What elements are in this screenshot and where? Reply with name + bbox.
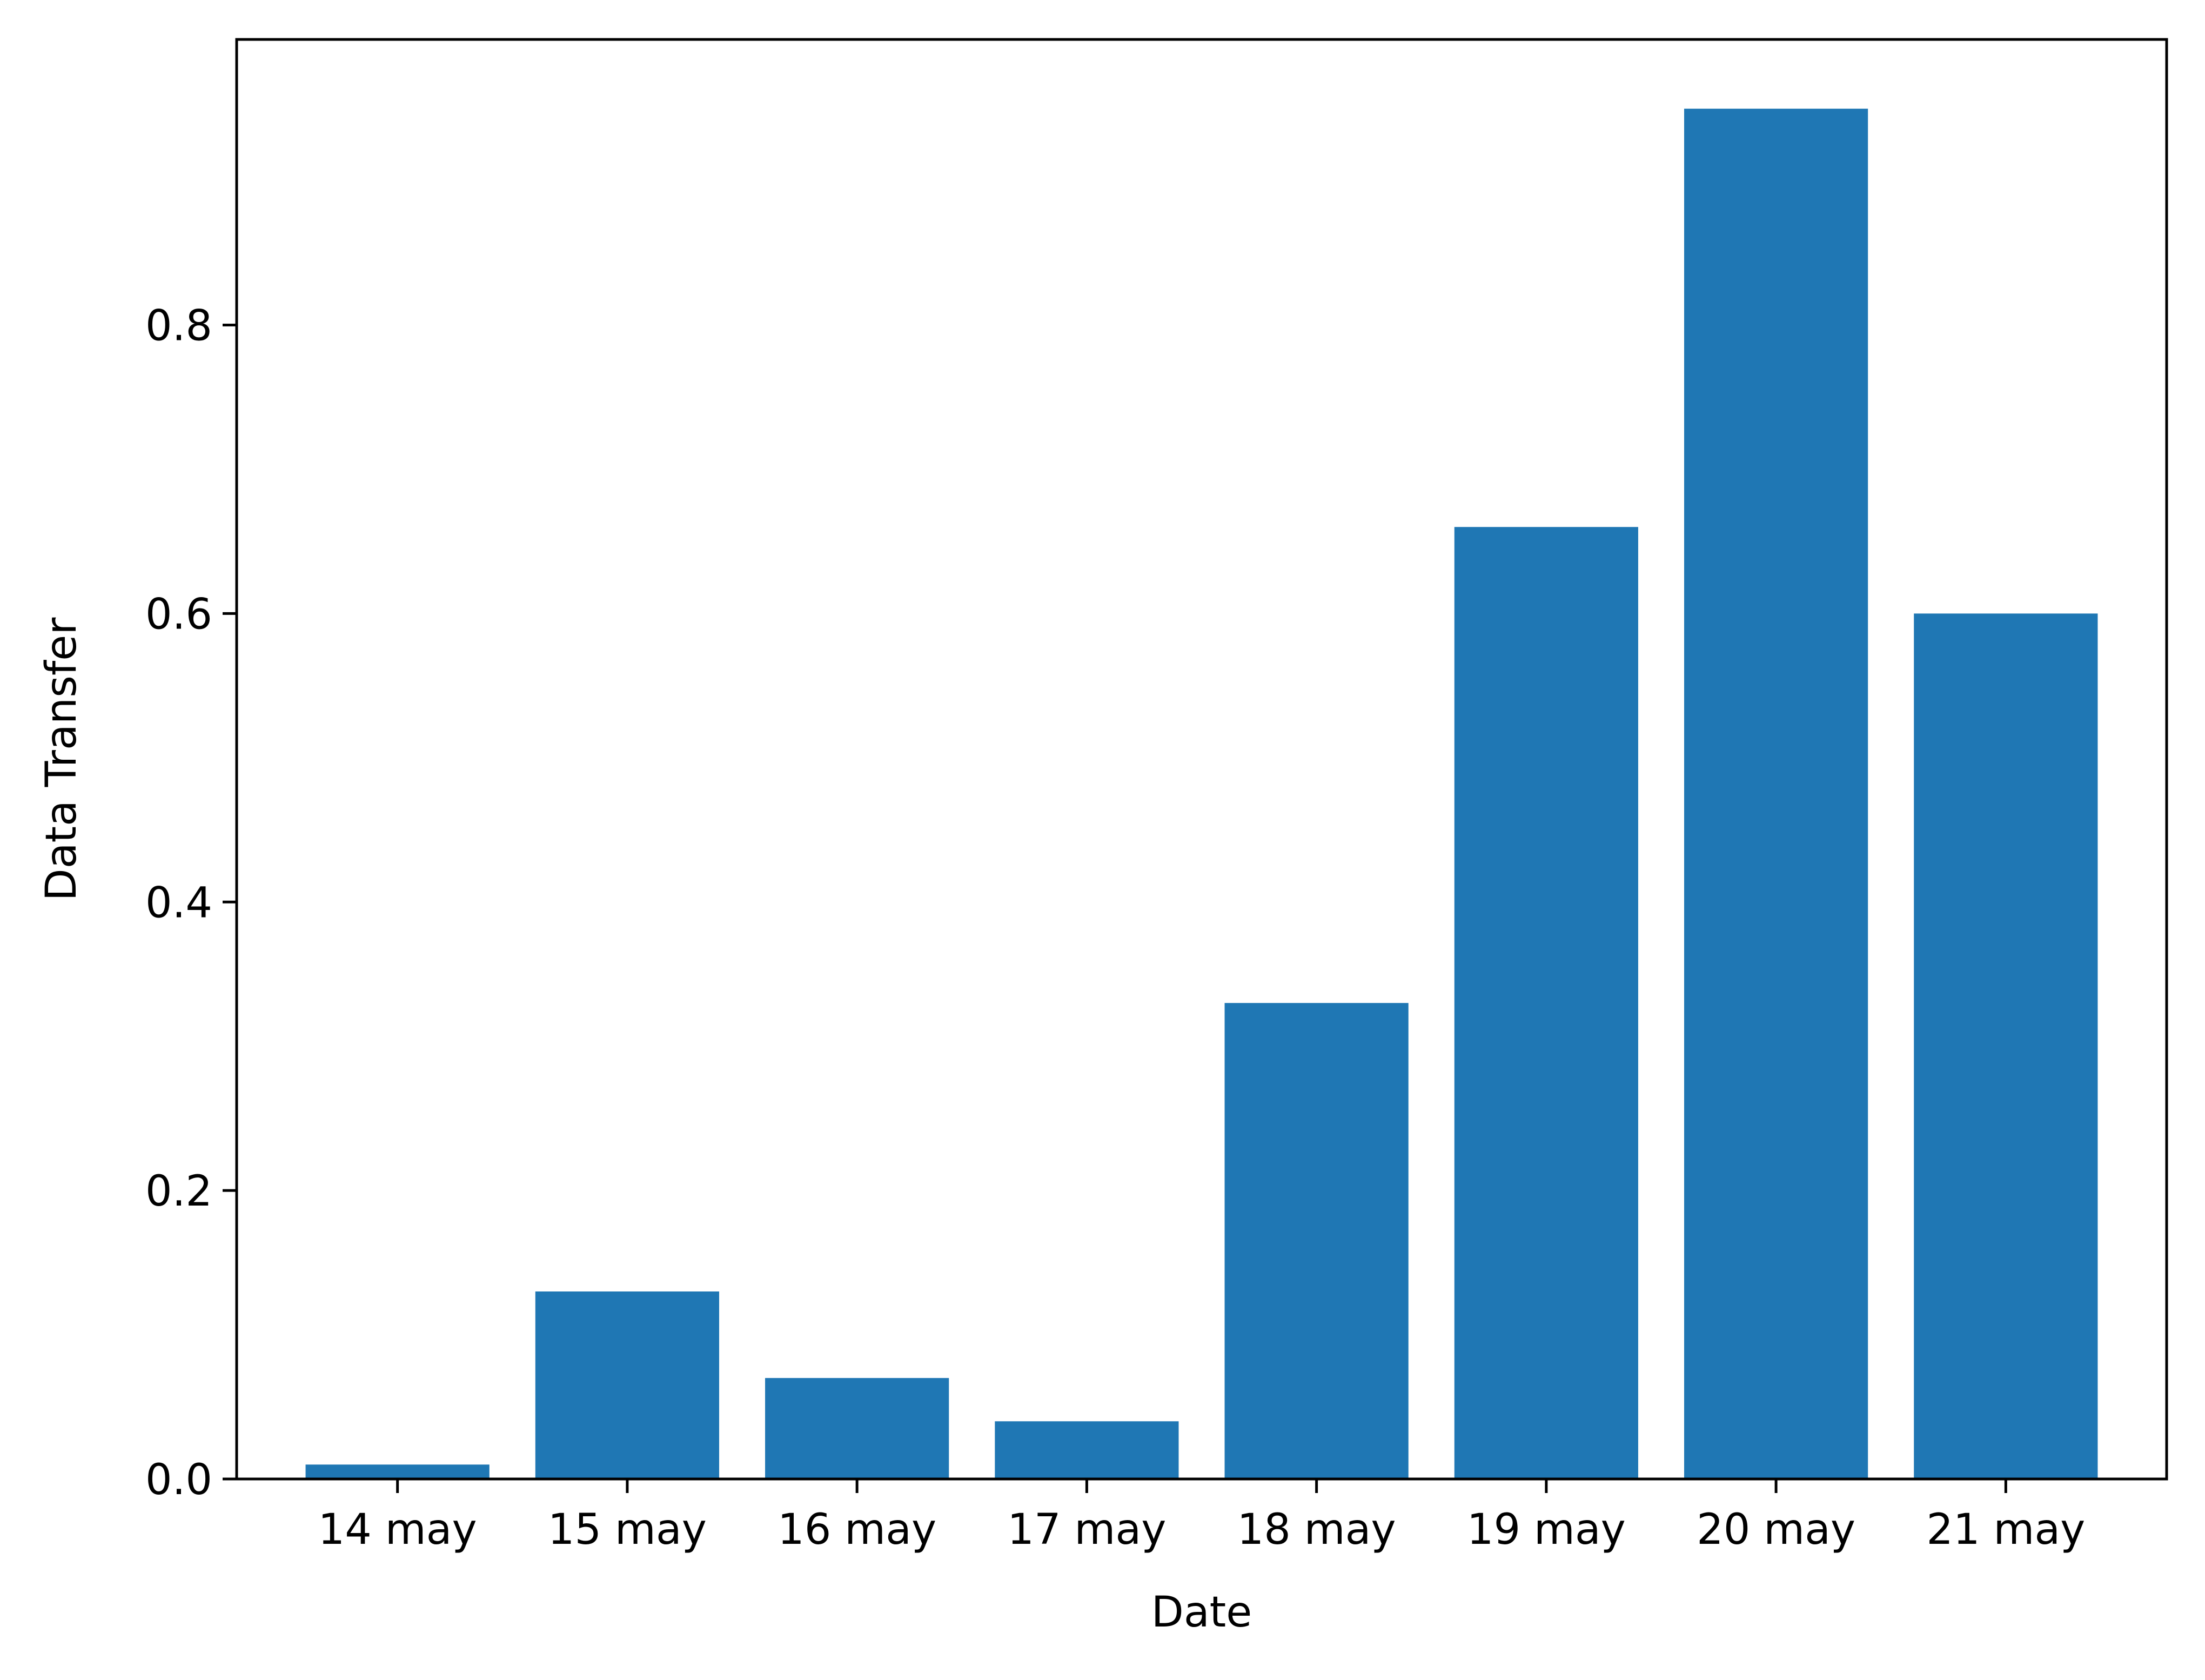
x-axis-ticks: 14 may 15 may 16 may 17 may 18 may 19 may 20 m… <box>318 1479 2085 1554</box>
bars-group <box>305 109 2098 1480</box>
bar-17-may <box>995 1421 1179 1479</box>
y-axis-label: Data Transfer <box>37 617 86 901</box>
x-tick-label: 15 may <box>548 1505 707 1554</box>
bar-20-may <box>1684 109 1868 1480</box>
x-tick-label: 19 may <box>1467 1505 1626 1554</box>
x-tick-label: 16 may <box>778 1505 936 1554</box>
x-tick-label: 21 may <box>1926 1505 2085 1554</box>
x-tick-label: 17 may <box>1007 1505 1166 1554</box>
x-tick-label: 20 may <box>1697 1505 1855 1554</box>
bar-18-may <box>1224 1003 1409 1479</box>
x-tick-label: 14 may <box>318 1505 477 1554</box>
plot-frame <box>235 38 2168 1481</box>
bar-16-may <box>765 1378 949 1479</box>
bar-15-may <box>535 1291 719 1479</box>
bar-14-may <box>305 1464 490 1479</box>
x-tick-label: 18 may <box>1237 1505 1396 1554</box>
bar-21-may <box>1914 613 2098 1479</box>
y-tick-label: 0.8 <box>145 302 212 351</box>
x-axis-label: Date <box>1151 1588 1252 1637</box>
y-tick-label: 0.6 <box>145 590 212 639</box>
bar-19-may <box>1454 527 1638 1479</box>
y-axis-ticks: 0.0 0.2 0.4 0.6 0.8 <box>145 302 237 1504</box>
y-tick-label: 0.0 <box>145 1456 212 1504</box>
y-tick-label: 0.4 <box>145 879 212 927</box>
y-tick-label: 0.2 <box>145 1167 212 1216</box>
